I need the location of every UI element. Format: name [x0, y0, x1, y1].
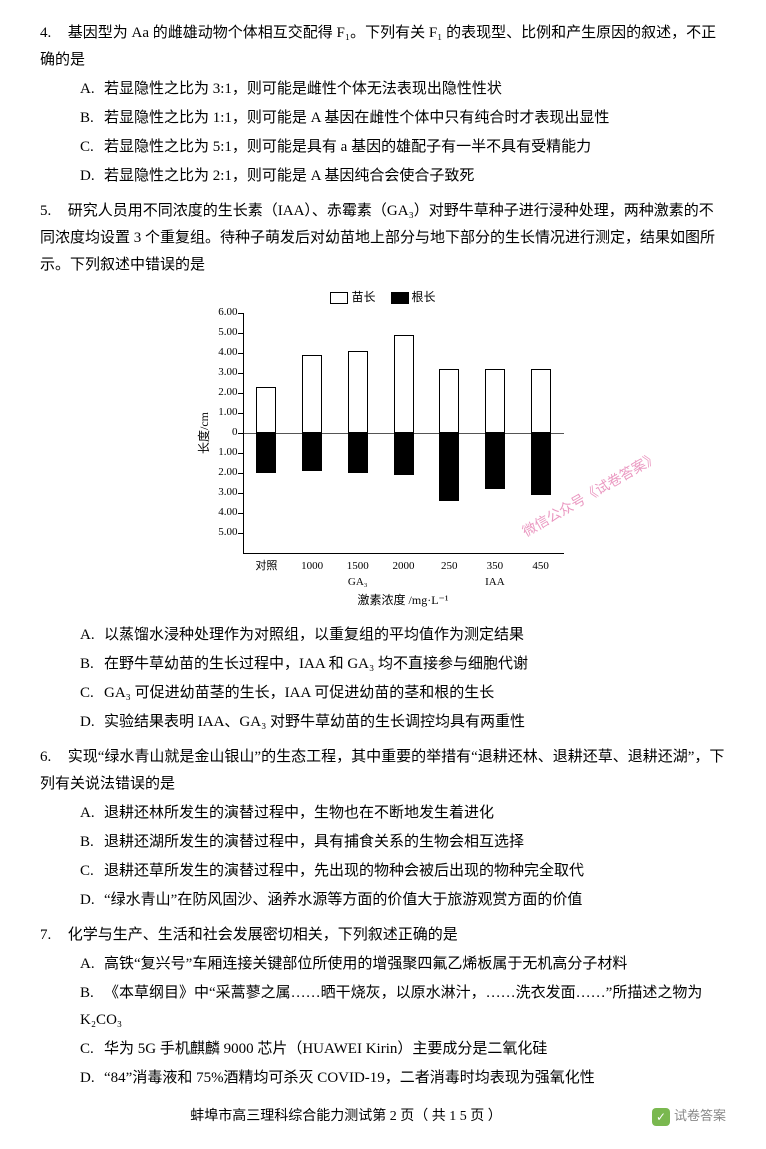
question-number: 7.: [40, 922, 64, 949]
option-b: B.若显隐性之比为 1:1，则可能是 A 基因在雌性个体中只有纯合时才表现出显性: [80, 105, 726, 132]
option-c: C.退耕还草所发生的演替过程中，先出现的物种会被后出现的物种完全取代: [80, 858, 726, 885]
options-list: A.若显隐性之比为 3:1，则可能是雌性个体无法表现出隐性性状 B.若显隐性之比…: [40, 76, 726, 190]
y-tick: [238, 493, 244, 494]
question-7: 7. 化学与生产、生活和社会发展密切相关，下列叙述正确的是 A.高铁“复兴号”车…: [40, 922, 726, 1092]
option-c: C.GA₃ 可促进幼苗茎的生长，IAA 可促进幼苗的茎和根的生长: [80, 680, 726, 707]
bar-root: [439, 433, 459, 501]
question-text: 基因型为 Aa 的雌雄动物个体相互交配得 F₁。下列有关 F₁ 的表现型、比例和…: [40, 25, 716, 68]
y-tick-label: 3.00: [206, 363, 238, 383]
option-a: A.若显隐性之比为 3:1，则可能是雌性个体无法表现出隐性性状: [80, 76, 726, 103]
bar-shoot: [531, 369, 551, 433]
option-a: A.高铁“复兴号”车厢连接关键部位所使用的增强聚四氟乙烯板属于无机高分子材料: [80, 951, 726, 978]
x-tick-label: 1000: [301, 557, 323, 577]
question-number: 4.: [40, 20, 64, 47]
bar-shoot: [394, 335, 414, 433]
page-footer: 蚌埠市高三理科综合能力测试第 2 页（ 共 1 5 页 ） ✓试卷答案: [40, 1104, 726, 1129]
option-d: D.若显隐性之比为 2:1，则可能是 A 基因纯合会使合子致死: [80, 163, 726, 190]
y-tick: [238, 413, 244, 414]
y-tick-label: 3.00: [206, 483, 238, 503]
option-b: B.《本草纲目》中“采蒿蓼之属……晒干烧灰，以原水淋汁，……洗衣发面……”所描述…: [80, 980, 726, 1034]
option-d: D.“84”消毒液和 75%酒精均可杀灭 COVID-19，二者消毒时均表现为强…: [80, 1065, 726, 1092]
legend-box-icon: [330, 292, 348, 304]
bar-root: [302, 433, 322, 471]
legend-box-icon: [391, 292, 409, 304]
y-tick: [238, 433, 244, 434]
options-list: A.以蒸馏水浸种处理作为对照组，以重复组的平均值作为测定结果 B.在野牛草幼苗的…: [40, 622, 726, 736]
legend-root: 根长: [391, 287, 436, 309]
bar-root: [348, 433, 368, 473]
y-tick: [238, 353, 244, 354]
options-list: A.退耕还林所发生的演替过程中，生物也在不断地发生着进化 B.退耕还湖所发生的演…: [40, 800, 726, 914]
y-tick-label: 5.00: [206, 323, 238, 343]
y-tick-label: 6.00: [206, 303, 238, 323]
y-tick: [238, 513, 244, 514]
x-group-label: GA₃: [348, 573, 368, 593]
x-tick-label: 250: [441, 557, 458, 577]
bar-chart: 苗长 根长 长度/cm 微信公众号《试卷答案》 6.005.004.003.00…: [203, 287, 564, 611]
bar-root: [531, 433, 551, 495]
wechat-icon: ✓: [652, 1108, 670, 1126]
x-tick-label: 对照: [255, 557, 277, 577]
y-tick-label: 1.00: [206, 403, 238, 423]
option-a: A.退耕还林所发生的演替过程中，生物也在不断地发生着进化: [80, 800, 726, 827]
option-b: B.在野牛草幼苗的生长过程中，IAA 和 GA₃ 均不直接参与细胞代谢: [80, 651, 726, 678]
question-5: 5. 研究人员用不同浓度的生长素（IAA）、赤霉素（GA₃）对野牛草种子进行浸种…: [40, 198, 726, 736]
bar-shoot: [485, 369, 505, 433]
y-tick: [238, 393, 244, 394]
y-tick: [238, 373, 244, 374]
question-text: 化学与生产、生活和社会发展密切相关，下列叙述正确的是: [68, 927, 458, 943]
bar-root: [394, 433, 414, 475]
bar-shoot: [302, 355, 322, 433]
option-c: C.华为 5G 手机麒麟 9000 芯片（HUAWEI Kirin）主要成分是二…: [80, 1036, 726, 1063]
y-tick-label: 5.00: [206, 523, 238, 543]
bar-root: [256, 433, 276, 473]
bar-shoot: [256, 387, 276, 433]
bar-root: [485, 433, 505, 489]
y-tick: [238, 453, 244, 454]
bar-shoot: [439, 369, 459, 433]
options-list: A.高铁“复兴号”车厢连接关键部位所使用的增强聚四氟乙烯板属于无机高分子材料 B…: [40, 951, 726, 1092]
footer-text: 蚌埠市高三理科综合能力测试第 2 页（ 共 1 5 页 ）: [190, 1109, 502, 1124]
question-6: 6. 实现“绿水青山就是金山银山”的生态工程，其中重要的举措有“退耕还林、退耕还…: [40, 744, 726, 914]
y-tick: [238, 313, 244, 314]
y-tick-label: 0: [206, 423, 238, 443]
y-tick-label: 1.00: [206, 443, 238, 463]
option-d: D.实验结果表明 IAA、GA₃ 对野牛草幼苗的生长调控均具有两重性: [80, 709, 726, 736]
option-b: B.退耕还湖所发生的演替过程中，具有捕食关系的生物会相互选择: [80, 829, 726, 856]
question-text: 实现“绿水青山就是金山银山”的生态工程，其中重要的举措有“退耕还林、退耕还草、退…: [40, 749, 724, 792]
x-tick-label: 450: [532, 557, 549, 577]
bar-shoot: [348, 351, 368, 433]
legend-shoot: 苗长: [330, 287, 375, 309]
question-4: 4. 基因型为 Aa 的雌雄动物个体相互交配得 F₁。下列有关 F₁ 的表现型、…: [40, 20, 726, 190]
question-number: 5.: [40, 198, 64, 225]
y-tick-label: 4.00: [206, 343, 238, 363]
y-tick-label: 2.00: [206, 463, 238, 483]
option-a: A.以蒸馏水浸种处理作为对照组，以重复组的平均值作为测定结果: [80, 622, 726, 649]
question-text: 研究人员用不同浓度的生长素（IAA）、赤霉素（GA₃）对野牛草种子进行浸种处理，…: [40, 203, 715, 273]
option-d: D.“绿水青山”在防风固沙、涵养水源等方面的价值大于旅游观赏方面的价值: [80, 887, 726, 914]
x-tick-label: 2000: [393, 557, 415, 577]
y-tick-label: 4.00: [206, 503, 238, 523]
chart-legend: 苗长 根长: [203, 287, 564, 309]
chart-plot-area: 长度/cm 微信公众号《试卷答案》 6.005.004.003.002.001.…: [243, 313, 564, 554]
y-tick-label: 2.00: [206, 383, 238, 403]
question-number: 6.: [40, 744, 64, 771]
y-tick: [238, 333, 244, 334]
y-tick: [238, 533, 244, 534]
y-tick: [238, 473, 244, 474]
chart-container: 苗长 根长 长度/cm 微信公众号《试卷答案》 6.005.004.003.00…: [40, 287, 726, 614]
option-c: C.若显隐性之比为 5:1，则可能是具有 a 基因的雄配子有一半不具有受精能力: [80, 134, 726, 161]
footer-watermark: ✓试卷答案: [652, 1104, 726, 1127]
x-group-label: IAA: [485, 573, 505, 593]
x-axis-title: 激素浓度 /mg·L⁻¹: [243, 590, 564, 612]
